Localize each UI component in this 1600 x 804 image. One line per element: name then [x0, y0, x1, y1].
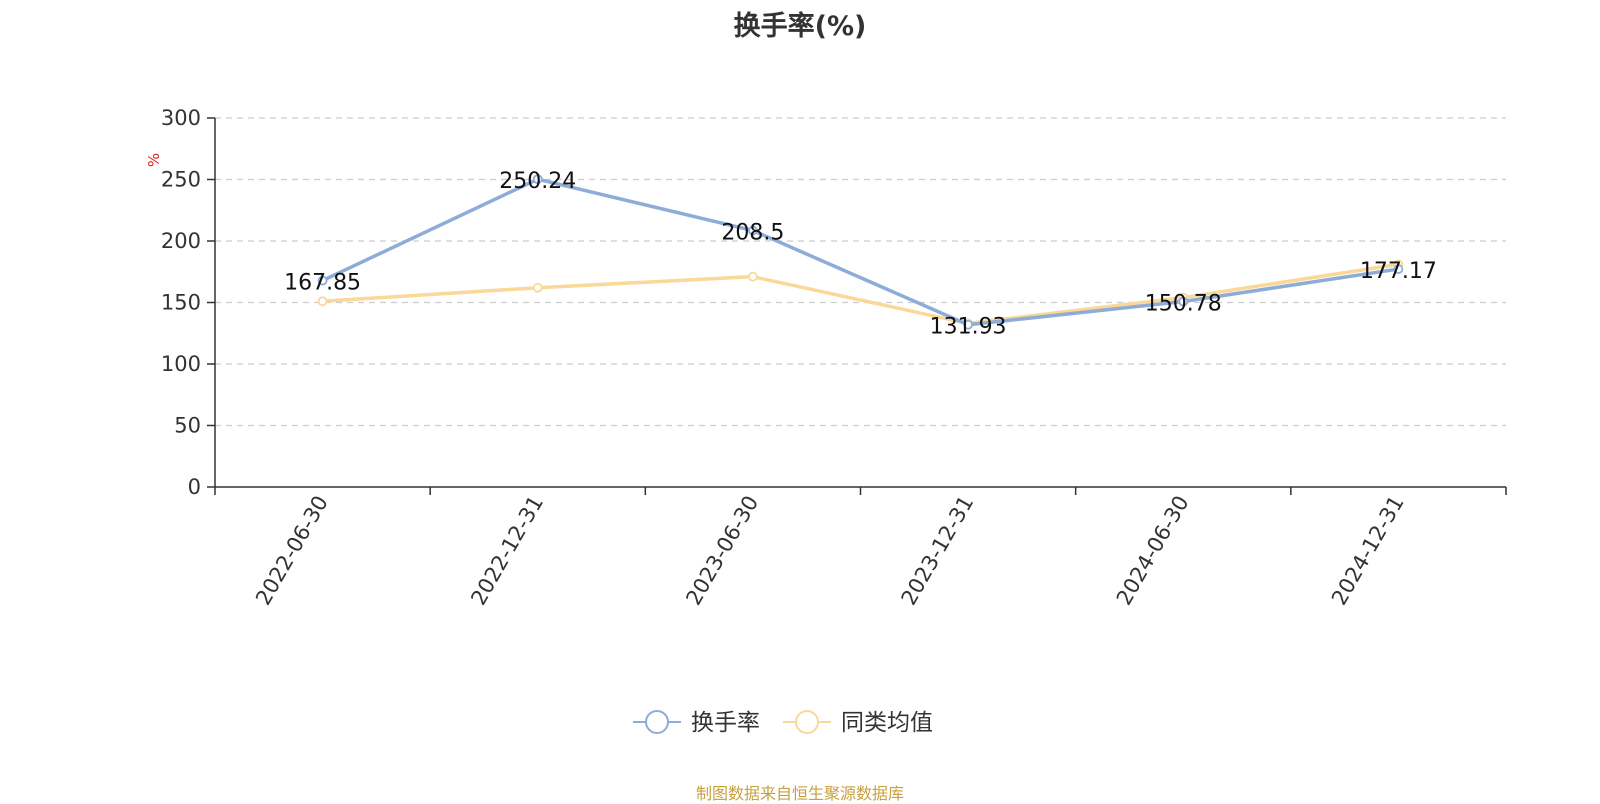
- legend: 换手率 同类均值: [633, 710, 933, 736]
- series-0-point-2023-12-31: [963, 319, 973, 330]
- x-tick-label-2022-12-31: 2022-12-31: [466, 492, 548, 610]
- y-axis-label: %: [145, 153, 163, 167]
- series-0-point-2023-06-30: [748, 225, 758, 236]
- grid-lines: [215, 117, 1506, 427]
- x-tick-label-2024-12-31: 2024-12-31: [1327, 492, 1409, 610]
- y-tick-label-0: 0: [188, 475, 201, 499]
- y-tick-label-250: 250: [161, 168, 201, 192]
- legend-label-0: 换手率: [691, 710, 760, 736]
- data-label-2024-06-30: 150.78: [1145, 292, 1222, 317]
- series-1-point-2023-06-30: [748, 271, 758, 282]
- axes: 0 50 100 150 200 250 300% 2022-06-30 2022-12-31 2…: [145, 106, 1507, 610]
- y-tick-label-100: 100: [161, 352, 201, 376]
- series-0-point-2024-12-31: [1393, 264, 1404, 274]
- series-0-point-2022-12-31: [532, 174, 543, 185]
- data-label-2022-06-30: 167.85: [284, 271, 361, 296]
- x-tick-label-2024-06-30: 2024-06-30: [1112, 492, 1194, 610]
- data-label-2022-12-31: 250.24: [499, 169, 576, 194]
- data-source-note: 制图数据来自恒生聚源数据库: [695, 784, 904, 803]
- y-tick-label-150: 150: [161, 291, 201, 315]
- data-label-2024-12-31: 177.17: [1360, 259, 1437, 284]
- series-line-0: [321, 177, 1399, 327]
- y-tick-label-300: 300: [161, 106, 201, 130]
- series-0-point-2024-06-30: [1178, 296, 1189, 307]
- series-0-point-2022-06-30: [317, 275, 328, 286]
- x-tick-label-2023-12-31: 2023-12-31: [897, 492, 979, 610]
- data-label-2023-06-30: 208.5: [721, 221, 784, 246]
- x-tick-label-2022-06-30: 2022-06-30: [251, 492, 333, 610]
- line-chart: 0 50 100 150 200 250 300% 2022-06-30 2022-12-31 2…: [145, 106, 1507, 736]
- series-1-point-2022-12-31: [532, 282, 543, 293]
- series-1-point-2022-06-30: [317, 296, 328, 307]
- y-tick-label-50: 50: [174, 414, 201, 438]
- y-tick-label-200: 200: [161, 229, 201, 253]
- legend-marker-1: [795, 710, 819, 734]
- series-lines: [317, 174, 1404, 330]
- data-label-2023-12-31: 131.93: [930, 315, 1007, 340]
- data-labels: 167.85 250.24 208.5 131.93 150.78 177.17: [284, 169, 1437, 340]
- legend-label-1: 同类均值: [841, 710, 933, 736]
- legend-marker-0: [645, 710, 669, 734]
- x-tick-label-2023-06-30: 2023-06-30: [681, 492, 763, 610]
- series-line-1: [322, 262, 1399, 326]
- chart-title: 换手率(%): [733, 11, 867, 42]
